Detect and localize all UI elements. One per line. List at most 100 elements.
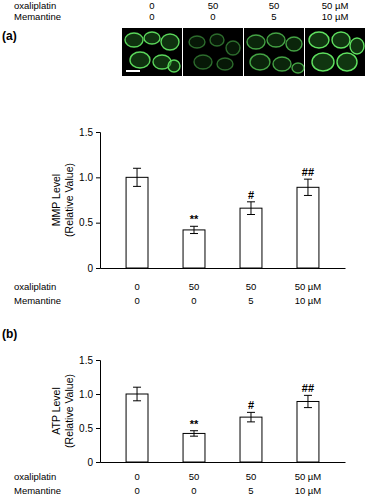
- y-tick-mark: [96, 223, 100, 224]
- treatment-value: 50 µM: [295, 471, 322, 482]
- error-bar-stem: [250, 202, 251, 215]
- y-axis-title: ATP Level(Relative Value): [50, 374, 75, 448]
- y-axis: 0 0.5 1.0 1.5: [79, 127, 100, 274]
- y-tick-mark: [96, 360, 100, 361]
- y-tick-mark: [96, 177, 100, 178]
- y-tick: 0.5: [79, 217, 100, 228]
- y-tick: 0: [87, 263, 100, 274]
- row-value: 50: [269, 0, 280, 11]
- bar: [240, 417, 262, 462]
- treatment-label: oxaliplatin: [14, 471, 56, 482]
- treatment-value: 10 µM: [295, 485, 322, 496]
- error-bar-cap: [304, 179, 312, 180]
- treatment-value: 50: [189, 471, 200, 482]
- cell: [210, 34, 224, 46]
- bar: [297, 401, 319, 462]
- y-axis-title-line: (Relative Value): [63, 374, 75, 448]
- cell: [286, 37, 302, 51]
- plot-area: [126, 387, 319, 462]
- y-tick-mark: [96, 462, 100, 463]
- treatment-label: Memantine: [14, 295, 61, 306]
- row-label: Memantine: [14, 11, 61, 22]
- bar: [183, 230, 205, 268]
- row-value: 0: [149, 11, 154, 22]
- micrograph-background: [244, 28, 304, 76]
- significance-mark: **: [190, 418, 199, 430]
- error-bar-stem: [307, 395, 308, 407]
- bar: [126, 177, 148, 268]
- y-axis-line: [96, 133, 101, 269]
- cell: [168, 60, 180, 72]
- treatment-value: 50: [246, 281, 257, 292]
- error-bar-cap: [247, 201, 255, 202]
- panel-label: (b): [2, 327, 17, 341]
- bar: [183, 433, 205, 462]
- treatment-value: 5: [248, 485, 253, 496]
- treatment-value: 0: [191, 485, 196, 496]
- x-axis-line: [101, 462, 346, 463]
- y-tick-label: 0.5: [79, 217, 93, 228]
- cell: [189, 36, 205, 48]
- treatment-value: 0: [134, 295, 139, 306]
- error-bar: [247, 412, 255, 422]
- error-bar-cap: [190, 436, 198, 437]
- cell: [337, 53, 357, 71]
- treatment-value: 0: [191, 295, 196, 306]
- cell: [273, 57, 291, 71]
- treatment-value: 50 µM: [295, 281, 322, 292]
- error-bar-cap: [304, 395, 312, 396]
- treatment-value: 50: [246, 471, 257, 482]
- treatment-label: oxaliplatin: [14, 281, 56, 292]
- significance-mark: #: [248, 399, 254, 411]
- error-bar-stem: [137, 387, 138, 401]
- cell: [247, 35, 265, 49]
- treatment-value: 0: [134, 281, 139, 292]
- error-bar-stem: [307, 179, 308, 195]
- micrograph: [305, 28, 365, 76]
- cell: [309, 32, 329, 48]
- y-axis: 00.51.01.5: [79, 355, 100, 468]
- treatment-value: 5: [248, 295, 253, 306]
- error-bar-cap: [133, 387, 141, 388]
- significance-mark: ##: [302, 382, 314, 394]
- error-bar-cap: [247, 214, 255, 215]
- treatment-value: 50: [189, 281, 200, 292]
- error-bar-cap: [133, 168, 141, 169]
- cell: [226, 41, 240, 55]
- y-axis-title: MMP Level(Relative Value): [50, 163, 75, 237]
- error-bar: [247, 202, 255, 215]
- row-value: 50 µM: [322, 0, 349, 11]
- y-tick: 1.0: [79, 172, 100, 183]
- error-bar-cap: [190, 430, 198, 431]
- error-bar-cap: [247, 421, 255, 422]
- error-bar-stem: [194, 431, 195, 436]
- error-bar: [190, 226, 198, 233]
- figure: (a)oxaliplatin0505050 µMMemantine00510 µ…: [0, 0, 373, 500]
- y-axis-title-line: (Relative Value): [63, 163, 75, 237]
- error-bar-cap: [133, 186, 141, 187]
- treatment-value: 0: [134, 485, 139, 496]
- cell: [217, 58, 233, 70]
- scale-bar: [126, 70, 140, 72]
- error-bar-stem: [194, 226, 195, 233]
- y-tick-label: 0: [87, 263, 93, 274]
- cell: [125, 33, 143, 47]
- error-bar: [304, 395, 312, 407]
- bar: [297, 187, 319, 268]
- micrograph-background: [305, 28, 365, 76]
- y-tick-mark: [96, 268, 100, 269]
- micrograph-background: [183, 28, 243, 76]
- error-bar-cap: [304, 407, 312, 408]
- error-bar-cap: [133, 400, 141, 401]
- y-tick: 1.5: [79, 127, 100, 138]
- treatment-value: 0: [134, 471, 139, 482]
- cell: [130, 52, 150, 68]
- chart: 00.51.01.5MMP Level(Relative Value)**###…: [14, 127, 346, 306]
- cell: [312, 53, 334, 71]
- y-axis-line: [96, 361, 101, 463]
- y-tick-label: 1.0: [79, 389, 93, 400]
- significance-mark: **: [190, 213, 199, 225]
- y-axis-title-line: MMP Level: [50, 174, 62, 226]
- error-bar-cap: [247, 412, 255, 413]
- error-bar-stem: [250, 412, 251, 422]
